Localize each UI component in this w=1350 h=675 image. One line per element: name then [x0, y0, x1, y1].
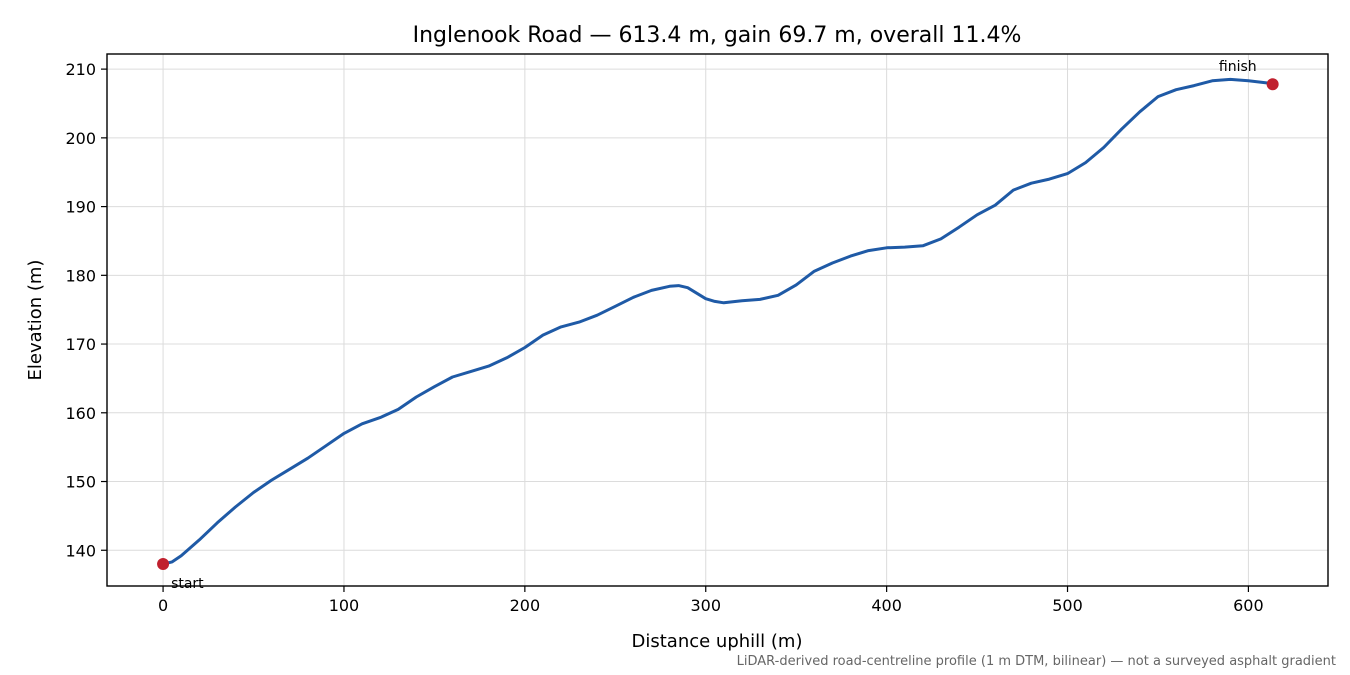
- x-tick-label: 100: [329, 596, 360, 615]
- y-tick-label: 190: [65, 198, 96, 217]
- x-tick-label: 0: [158, 596, 168, 615]
- x-tick-label: 500: [1052, 596, 1083, 615]
- finish-label: finish: [1219, 59, 1257, 75]
- chart-title: Inglenook Road — 613.4 m, gain 69.7 m, o…: [413, 23, 1022, 48]
- x-axis-ticks: 0 100 200 300 400 500 600: [158, 586, 1264, 615]
- x-tick-label: 400: [871, 596, 902, 615]
- x-axis-title: Distance uphill (m): [632, 631, 803, 652]
- y-tick-label: 200: [65, 129, 96, 148]
- start-label: start: [171, 576, 204, 592]
- finish-marker: [1266, 78, 1279, 91]
- y-tick-label: 140: [65, 541, 96, 560]
- y-tick-label: 210: [65, 60, 96, 79]
- x-tick-label: 200: [510, 596, 541, 615]
- y-tick-label: 170: [65, 335, 96, 354]
- x-tick-label: 300: [690, 596, 721, 615]
- y-tick-label: 150: [65, 473, 96, 492]
- y-tick-label: 160: [65, 404, 96, 423]
- data-source-footnote: LiDAR-derived road-centreline profile (1…: [737, 654, 1336, 669]
- endpoint-markers: start finish: [157, 59, 1279, 592]
- x-tick-label: 600: [1233, 596, 1264, 615]
- y-axis-title: Elevation (m): [25, 260, 46, 381]
- y-tick-label: 180: [65, 266, 96, 285]
- y-axis-ticks: 140 150 160 170 180 190 200 210: [65, 60, 107, 560]
- plot-frame: [106, 53, 1329, 587]
- elevation-series-line: [161, 77, 1275, 566]
- grid-lines: [107, 54, 1328, 586]
- start-marker: [157, 558, 170, 571]
